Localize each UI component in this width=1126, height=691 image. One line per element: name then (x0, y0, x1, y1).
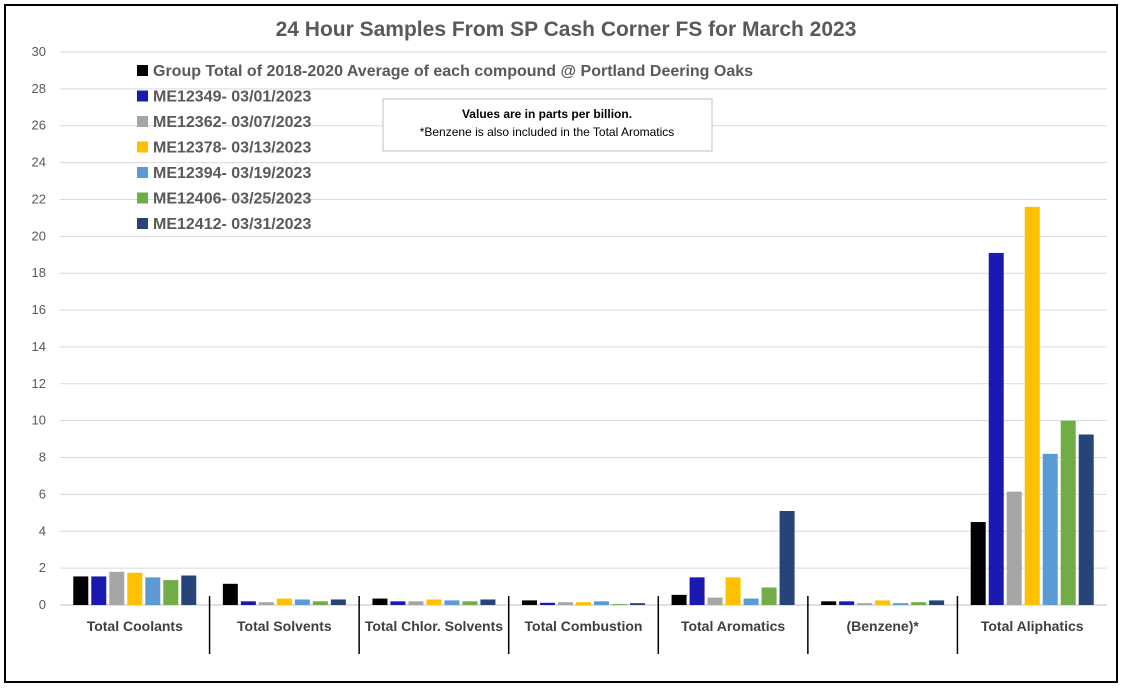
bar (558, 602, 573, 605)
bar (761, 587, 777, 605)
y-tick-label: 30 (32, 44, 46, 59)
category-label: Total Aromatics (681, 618, 785, 634)
bar (612, 604, 627, 605)
bar (163, 580, 179, 605)
bar (522, 600, 537, 605)
bar (725, 577, 741, 605)
bar (294, 599, 310, 605)
legend-entry: ME12394- 03/19/2023 (153, 165, 311, 182)
chart-title: 24 Hour Samples From SP Cash Corner FS f… (276, 18, 857, 41)
y-tick-label: 28 (32, 81, 46, 96)
bar (240, 601, 256, 605)
y-tick-label: 24 (32, 155, 46, 170)
bar (480, 599, 496, 605)
bar (707, 597, 723, 605)
bar (821, 601, 837, 605)
x-axis: Total Coolants Total Solvents Total Chlor.… (87, 596, 1084, 654)
bar-chart: 24 Hour Samples From SP Cash Corner FS f… (32, 18, 1107, 654)
bar (1006, 491, 1022, 605)
bar (444, 600, 460, 605)
bar (73, 576, 89, 605)
bar (258, 602, 274, 605)
bars (73, 206, 1094, 605)
y-tick-label: 14 (32, 339, 46, 354)
bar (671, 594, 687, 605)
bar (109, 571, 125, 605)
bar (839, 601, 855, 605)
bar (1078, 434, 1094, 605)
bar (312, 601, 328, 605)
legend-swatch (137, 116, 148, 127)
note-box (382, 98, 713, 152)
category-label: Total Coolants (87, 618, 183, 634)
bar (970, 522, 986, 605)
y-tick-label: 4 (39, 523, 46, 538)
legend: Group Total of 2018-2020 Average of each… (137, 63, 753, 233)
bar (540, 602, 555, 605)
y-tick-label: 2 (39, 560, 46, 575)
note-line-1: Values are in parts per billion. (462, 107, 632, 121)
bar (893, 603, 909, 605)
bar (689, 577, 705, 605)
bar (576, 602, 591, 605)
y-tick-label: 16 (32, 302, 46, 317)
bar (1042, 453, 1058, 605)
y-tick-label: 20 (32, 228, 46, 243)
bar (857, 603, 873, 605)
y-tick-label: 18 (32, 265, 46, 280)
bar (145, 577, 161, 605)
legend-entry: Group Total of 2018-2020 Average of each… (153, 63, 753, 80)
legend-swatch (137, 218, 148, 229)
bar (462, 601, 478, 605)
legend-swatch (137, 141, 148, 153)
bar (426, 599, 442, 605)
bar (594, 601, 609, 605)
y-tick-label: 22 (32, 191, 46, 206)
bar (372, 598, 388, 605)
note-line-2: *Benzene is also included in the Total A… (420, 125, 675, 139)
chart-frame: 24 Hour Samples From SP Cash Corner FS f… (4, 4, 1118, 683)
bar (408, 601, 424, 605)
y-tick-label: 0 (39, 597, 46, 612)
legend-entry: ME12349- 03/01/2023 (153, 89, 311, 106)
bar (127, 572, 143, 605)
bar (276, 598, 292, 605)
bar (91, 576, 107, 605)
y-tick-label: 12 (32, 376, 46, 391)
legend-swatch (137, 192, 148, 204)
category-label: (Benzene)* (846, 618, 919, 634)
y-tick-label: 8 (39, 450, 46, 465)
category-label: Total Combustion (525, 618, 643, 634)
bar (330, 599, 346, 605)
legend-swatch (137, 65, 148, 76)
bar (181, 575, 197, 605)
category-label: Total Solvents (237, 618, 332, 634)
y-tick-label: 6 (39, 486, 46, 501)
bar (911, 602, 927, 605)
legend-swatch (137, 90, 148, 102)
bar (1060, 420, 1076, 605)
category-label: Total Aliphatics (981, 618, 1084, 634)
bar (390, 601, 406, 605)
bar (779, 510, 795, 605)
y-tick-label: 26 (32, 118, 46, 133)
y-tick-label: 10 (32, 413, 46, 428)
bar (988, 252, 1004, 605)
legend-entry: ME12412- 03/31/2023 (153, 216, 311, 233)
bar (875, 600, 891, 605)
bar (929, 600, 945, 605)
legend-entry: ME12362- 03/07/2023 (153, 114, 311, 131)
units-note: Values are in parts per billion. *Benzen… (382, 98, 713, 152)
bar (630, 603, 645, 605)
category-label: Total Chlor. Solvents (365, 618, 503, 634)
bar (743, 598, 759, 605)
legend-entry: ME12406- 03/25/2023 (153, 191, 311, 208)
bar (1024, 206, 1040, 605)
legend-entry: ME12378- 03/13/2023 (153, 140, 311, 157)
legend-swatch (137, 167, 148, 178)
bar (222, 583, 238, 605)
